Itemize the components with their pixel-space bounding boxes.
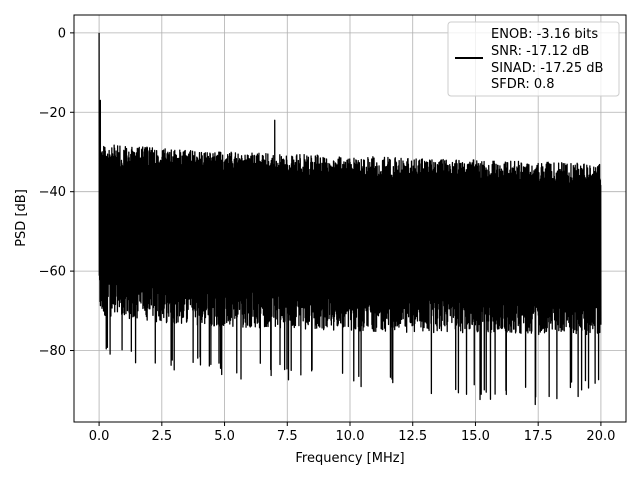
legend: ENOB: -3.16 bits SNR: -17.12 dB SINAD: -… bbox=[447, 21, 620, 97]
y-tick-label: −60 bbox=[39, 265, 66, 280]
x-axis-label: Frequency [MHz] bbox=[295, 451, 404, 466]
y-axis-label: PSD [dB] bbox=[14, 189, 29, 247]
x-tick-label: 7.5 bbox=[277, 429, 298, 444]
x-tick-label: 0.0 bbox=[89, 429, 110, 444]
y-axis-ticks: 0 −20 −40 −60 −80 bbox=[39, 26, 74, 359]
psd-series bbox=[98, 32, 602, 406]
legend-enob: ENOB: -3.16 bits bbox=[491, 27, 598, 42]
x-tick-label: 5.0 bbox=[214, 429, 235, 444]
x-tick-label: 20.0 bbox=[586, 429, 615, 444]
y-tick-label: −80 bbox=[39, 344, 66, 359]
x-tick-label: 17.5 bbox=[524, 429, 553, 444]
legend-sinad: SINAD: -17.25 dB bbox=[491, 61, 603, 76]
y-tick-label: −20 bbox=[39, 106, 66, 121]
x-axis-ticks: 0.0 2.5 5.0 7.5 10.0 12.5 15.0 17.5 20.0 bbox=[89, 422, 615, 444]
legend-snr: SNR: -17.12 dB bbox=[491, 44, 589, 59]
legend-box bbox=[447, 21, 620, 97]
x-tick-label: 10.0 bbox=[336, 429, 365, 444]
psd-line bbox=[98, 32, 602, 406]
y-tick-label: 0 bbox=[58, 26, 66, 41]
y-tick-label: −40 bbox=[39, 185, 66, 200]
x-tick-label: 15.0 bbox=[461, 429, 490, 444]
x-tick-label: 2.5 bbox=[151, 429, 172, 444]
legend-sfdr: SFDR: 0.8 bbox=[491, 77, 555, 92]
x-tick-label: 12.5 bbox=[398, 429, 427, 444]
